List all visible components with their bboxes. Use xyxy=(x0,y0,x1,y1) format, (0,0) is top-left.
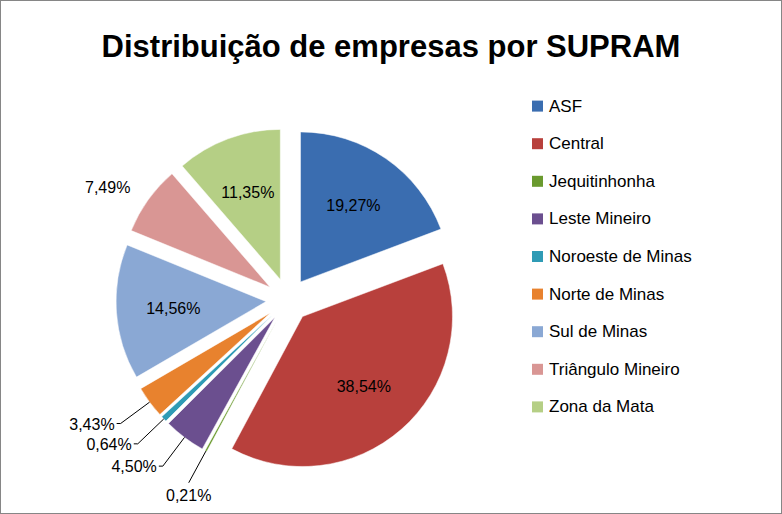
legend-label: Jequitinhonha xyxy=(549,172,655,191)
legend-swatch xyxy=(532,101,543,112)
legend-swatch xyxy=(532,364,543,375)
data-label: 0,21% xyxy=(166,487,211,504)
pie-slice xyxy=(301,132,441,282)
legend-label: Noroeste de Minas xyxy=(549,247,692,266)
legend-label: Sul de Minas xyxy=(549,322,647,341)
pie-slice xyxy=(232,264,453,467)
data-labels: 19,27% 38,54% 0,21% 4,50% 0,64% 3,43% 14,56% 7,… xyxy=(69,179,391,504)
chart-title: Distribuição de empresas por SUPRAM xyxy=(102,29,681,64)
chart-frame xyxy=(1,1,782,514)
chart-svg: Distribuição de empresas por SUPRAM 19,27… xyxy=(0,0,782,514)
data-label: 3,43% xyxy=(69,416,114,433)
data-label: 38,54% xyxy=(337,378,391,395)
legend-label: Central xyxy=(549,134,604,153)
leader-line xyxy=(134,419,164,444)
legend-label: Leste Mineiro xyxy=(549,209,651,228)
data-label: 4,50% xyxy=(111,458,156,475)
legend-swatch xyxy=(532,401,543,412)
legend-swatch xyxy=(532,289,543,300)
legend-swatch xyxy=(532,138,543,149)
chart-container: Distribuição de empresas por SUPRAM 19,27… xyxy=(0,0,782,514)
legend-swatch xyxy=(532,176,543,187)
leader-line xyxy=(159,437,185,466)
legend-swatch xyxy=(532,251,543,262)
data-label: 14,56% xyxy=(146,300,200,317)
slices xyxy=(116,129,452,466)
legend: ASF Central Jequitinhonha Leste Mineiro Noro… xyxy=(532,97,692,417)
legend-swatch xyxy=(532,326,543,337)
data-label: 19,27% xyxy=(326,197,380,214)
legend-label: Norte de Minas xyxy=(549,285,664,304)
data-label: 0,64% xyxy=(86,436,131,453)
leader-line xyxy=(189,451,206,483)
legend-swatch xyxy=(532,213,543,224)
pie-slice xyxy=(182,129,280,279)
leader-line xyxy=(117,402,150,423)
data-label: 7,49% xyxy=(85,179,130,196)
legend-label: Triângulo Mineiro xyxy=(549,360,680,379)
legend-label: Zona da Mata xyxy=(549,397,654,416)
legend-label: ASF xyxy=(549,97,582,116)
data-label: 11,35% xyxy=(221,184,274,201)
